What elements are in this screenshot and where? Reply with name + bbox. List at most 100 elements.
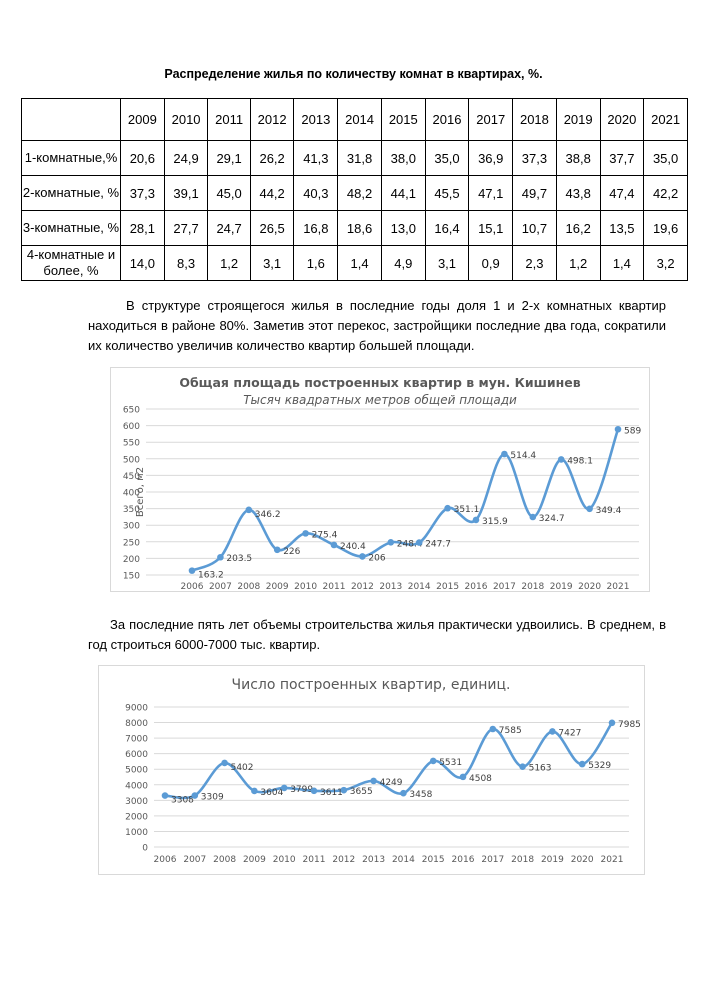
chart-title: Число построенных квартир, единиц. <box>232 677 511 693</box>
x-tick-label: 2021 <box>607 582 630 591</box>
x-tick-label: 2012 <box>351 582 374 591</box>
value-cell: 28,1 <box>120 210 165 246</box>
value-cell: 37,3 <box>512 140 557 176</box>
series-line <box>191 428 620 572</box>
year-header: 2015 <box>380 98 426 141</box>
data-label: 346.2 <box>255 510 281 520</box>
data-point <box>221 759 228 767</box>
value-cell: 24,9 <box>163 140 209 176</box>
data-label: 324.7 <box>539 514 565 524</box>
data-label: 7985 <box>618 720 641 730</box>
value-cell: 37,3 <box>120 175 165 211</box>
data-point <box>280 784 288 792</box>
x-tick-label: 2010 <box>273 855 296 865</box>
y-tick-label: 400 <box>123 489 140 499</box>
value-cell: 14,0 <box>120 245 165 281</box>
data-label: 203.5 <box>226 554 252 564</box>
y-tick-label: 6000 <box>125 750 148 760</box>
data-point <box>387 539 395 546</box>
data-label: 248.4 <box>397 539 423 549</box>
data-label: 5531 <box>439 758 462 768</box>
y-tick-label: 7000 <box>125 735 148 745</box>
row-label: 3-комнатные, % <box>21 210 121 246</box>
value-cell: 19,6 <box>643 210 688 246</box>
chart-apartment-count: Число построенных квартир, единиц. 0 1000 2… <box>98 665 645 875</box>
value-cell: 47,1 <box>468 175 514 211</box>
value-cell: 8,3 <box>163 245 209 281</box>
data-label: 349.4 <box>596 506 622 516</box>
value-cell: 1,2 <box>555 245 601 281</box>
year-header: 2011 <box>207 98 251 141</box>
year-header: 2009 <box>120 98 165 141</box>
year-header: 2012 <box>249 98 295 141</box>
data-point <box>489 725 497 733</box>
data-point <box>472 516 480 524</box>
value-cell: 44,1 <box>380 175 426 211</box>
value-cell: 4,9 <box>380 245 426 281</box>
value-cell: 1,6 <box>293 245 339 281</box>
value-cell: 3,1 <box>424 245 470 281</box>
x-tick-label: 2010 <box>294 582 317 591</box>
data-point <box>359 553 366 560</box>
data-label: 498.1 <box>567 456 593 466</box>
rooms-table: 2009 2010 2011 2012 2013 2014 2015 2016 2017 2018… <box>21 98 688 281</box>
value-cell: 35,0 <box>424 140 470 176</box>
y-tick-label: 2000 <box>125 812 148 822</box>
x-tick-label: 2018 <box>521 582 544 591</box>
data-label: 7585 <box>499 726 522 736</box>
value-cell: 18,6 <box>337 210 382 246</box>
table-header-row: 2009 2010 2011 2012 2013 2014 2015 2016 2017 2018… <box>21 98 688 141</box>
y-tick-label: 250 <box>123 538 140 548</box>
x-tick-label: 2011 <box>303 855 326 865</box>
row-label: 1-комнатные,% <box>21 140 121 176</box>
x-tick-label: 2018 <box>511 855 534 865</box>
value-cell: 42,2 <box>643 175 688 211</box>
data-label: 589 <box>624 426 641 436</box>
value-cell: 16,4 <box>424 210 470 246</box>
table-row: 3-комнатные, % 28,1 27,7 24,7 26,5 16,8 18,6 13… <box>21 210 688 246</box>
value-cell: 16,2 <box>555 210 601 246</box>
data-point <box>251 787 258 795</box>
x-tick-label: 2013 <box>379 582 402 591</box>
chart-area-total: Общая площадь построенных квартир в мун.… <box>110 367 650 592</box>
x-tick-label: 2017 <box>493 582 516 591</box>
x-tick-label: 2019 <box>550 582 573 591</box>
data-label: 3309 <box>201 793 224 803</box>
x-tick-label: 2015 <box>436 582 459 591</box>
data-point <box>340 786 348 794</box>
data-point <box>302 530 309 537</box>
value-cell: 13,5 <box>599 210 645 246</box>
x-tick-label: 2021 <box>601 855 624 865</box>
data-point <box>429 757 437 765</box>
data-point <box>370 777 377 785</box>
y-tick-label: 600 <box>123 422 140 432</box>
x-tick-label: 2009 <box>266 582 289 591</box>
x-tick-label: 2012 <box>332 855 355 865</box>
data-point <box>161 792 169 799</box>
x-tick-label: 2008 <box>213 855 236 865</box>
value-cell: 3,2 <box>643 245 688 281</box>
data-point <box>586 505 593 513</box>
y-tick-label: 300 <box>123 522 140 532</box>
data-label: 226 <box>283 547 300 557</box>
data-label: 3458 <box>409 790 432 800</box>
data-point <box>217 553 224 561</box>
x-tick-label: 2017 <box>481 855 504 865</box>
x-tick-label: 2007 <box>183 855 206 865</box>
value-cell: 29,1 <box>207 140 251 176</box>
x-tick-label: 2006 <box>181 582 204 591</box>
table-title: Распределение жилья по количеству комнат… <box>164 67 543 81</box>
data-point <box>608 719 616 727</box>
value-cell: 35,0 <box>643 140 688 176</box>
paragraph-1: В структуре строящегося жилья в последни… <box>88 298 666 353</box>
data-label: 315.9 <box>482 517 508 527</box>
value-cell: 16,8 <box>293 210 339 246</box>
data-label: 275.4 <box>312 530 338 540</box>
value-cell: 26,2 <box>249 140 295 176</box>
y-tick-label: 3000 <box>125 797 148 807</box>
data-point <box>330 541 338 549</box>
value-cell: 47,4 <box>599 175 645 211</box>
data-point <box>415 539 423 546</box>
data-label: 240.4 <box>340 542 366 552</box>
